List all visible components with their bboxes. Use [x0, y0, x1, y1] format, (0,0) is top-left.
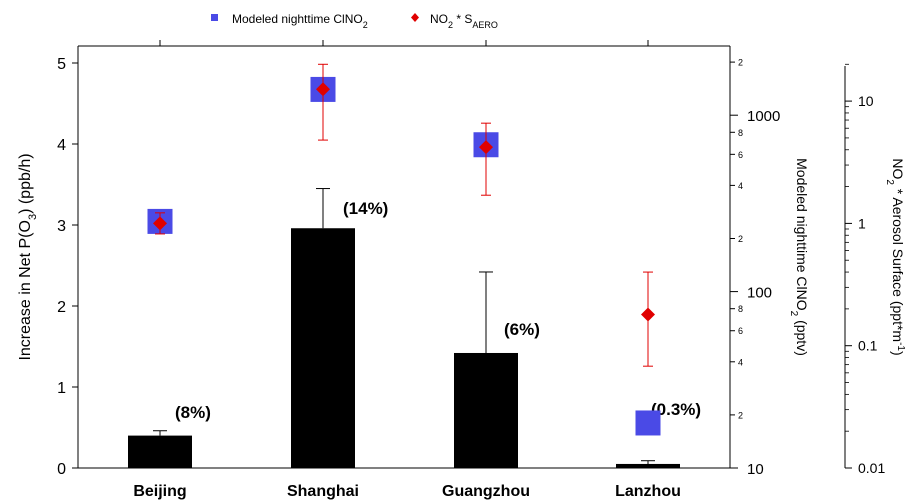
left-tick-label: 2	[57, 299, 66, 316]
right1-minor-label: 2	[738, 410, 743, 420]
bar-percent-label: (0.3%)	[651, 400, 701, 419]
category-label: Shanghai	[287, 483, 359, 500]
bar	[454, 352, 518, 468]
category-label: Lanzhou	[615, 483, 681, 500]
right1-minor-label: 6	[738, 326, 743, 336]
right1-minor-label: 2	[738, 58, 743, 68]
legend-label-no2-saero: NO2 * SAERO	[430, 12, 498, 30]
right2-tick-label: 10	[858, 93, 874, 109]
left-tick-label: 5	[57, 56, 66, 73]
right-axis-1-ticks: 10 100 1000 2 4 6 8 2 4 6 8 2	[730, 58, 780, 478]
right1-tick-label: 100	[747, 285, 772, 302]
right1-tick-label: 10	[747, 461, 764, 478]
category-labels: Beijing Shanghai Guangzhou Lanzhou	[133, 483, 681, 500]
left-tick-label: 3	[57, 218, 66, 235]
no2-diamond-marker	[153, 216, 167, 231]
no2-diamond-marker	[316, 82, 330, 97]
right1-minor-label: 4	[738, 181, 743, 191]
right1-minor-label: 8	[738, 128, 743, 138]
legend-diamond-marker	[411, 13, 419, 22]
right2-tick-label: 0.01	[858, 460, 885, 476]
category-label: Beijing	[133, 483, 186, 500]
right1-minor-label: 4	[738, 357, 743, 367]
right-axis-2-title: NO2 * Aerosol Surface (ppt*m-1)	[885, 158, 907, 355]
right-axis-2-ticks: 0.01 0.1 1 10	[845, 63, 885, 476]
top-axis-ticks	[159, 40, 649, 46]
left-tick-label: 1	[57, 380, 66, 397]
bar-percent-label: (8%)	[175, 403, 211, 422]
bar-percent-label: (14%)	[343, 199, 388, 218]
no2-diamond-marker	[641, 307, 655, 322]
bar	[616, 463, 680, 468]
right1-minor-label: 6	[738, 150, 743, 160]
no2-diamond-marker	[479, 140, 493, 155]
right2-tick-label: 0.1	[858, 338, 878, 354]
left-tick-label: 0	[57, 461, 66, 478]
category-label: Guangzhou	[442, 483, 530, 500]
legend-label-clno2: Modeled nighttime ClNO2	[232, 12, 368, 30]
marker-series	[147, 63, 661, 436]
legend-square-marker	[211, 14, 218, 21]
right-axis-1-title: Modeled nighttime ClNO2 (pptv)	[789, 158, 811, 356]
right1-tick-label: 1000	[747, 108, 780, 125]
bar-series: (8%) (14%) (6%) (0.3%)	[128, 188, 701, 468]
legend: Modeled nighttime ClNO2 NO2 * SAERO	[211, 12, 498, 30]
left-axis-title: Increase in Net P(O3) (ppb/h)	[17, 153, 39, 360]
left-axis-ticks: 0 1 2 3 4 5	[57, 56, 78, 478]
right2-tick-label: 1	[858, 215, 866, 231]
clno2-square-marker	[635, 410, 661, 436]
left-tick-label: 4	[57, 137, 66, 154]
right1-minor-label: 8	[738, 304, 743, 314]
bar	[291, 228, 355, 468]
bar-percent-label: (6%)	[504, 320, 540, 339]
bar	[128, 435, 192, 468]
right1-minor-label: 2	[738, 234, 743, 244]
